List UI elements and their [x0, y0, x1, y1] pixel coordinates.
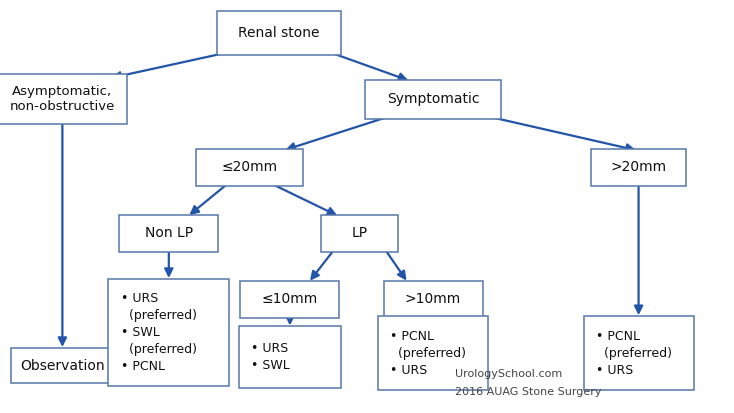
- Text: Renal stone: Renal stone: [238, 26, 320, 40]
- Text: • URS
• SWL: • URS • SWL: [251, 342, 290, 372]
- Text: Symptomatic: Symptomatic: [387, 92, 479, 106]
- FancyBboxPatch shape: [239, 326, 341, 388]
- FancyBboxPatch shape: [321, 215, 398, 252]
- Text: ≤10mm: ≤10mm: [262, 292, 318, 306]
- Text: LP: LP: [352, 226, 368, 240]
- FancyBboxPatch shape: [11, 348, 114, 383]
- Text: >10mm: >10mm: [405, 292, 461, 306]
- Text: UrologySchool.com: UrologySchool.com: [455, 369, 562, 379]
- FancyBboxPatch shape: [119, 215, 219, 252]
- Text: Non LP: Non LP: [145, 226, 193, 240]
- FancyBboxPatch shape: [591, 149, 686, 186]
- FancyBboxPatch shape: [365, 79, 501, 119]
- Text: • PCNL
  (preferred)
• URS: • PCNL (preferred) • URS: [596, 330, 672, 377]
- Text: ≤20mm: ≤20mm: [222, 160, 277, 174]
- FancyBboxPatch shape: [0, 74, 127, 124]
- FancyBboxPatch shape: [109, 279, 229, 386]
- FancyBboxPatch shape: [378, 316, 488, 390]
- Text: >20mm: >20mm: [611, 160, 666, 174]
- Text: • PCNL
  (preferred)
• URS: • PCNL (preferred) • URS: [390, 330, 467, 377]
- FancyBboxPatch shape: [383, 281, 483, 318]
- Text: 2016 AUAG Stone Surgery: 2016 AUAG Stone Surgery: [455, 387, 602, 397]
- FancyBboxPatch shape: [197, 149, 303, 186]
- FancyBboxPatch shape: [217, 11, 341, 55]
- Text: Observation: Observation: [20, 358, 105, 373]
- FancyBboxPatch shape: [584, 316, 694, 390]
- Text: Asymptomatic,
non-obstructive: Asymptomatic, non-obstructive: [10, 85, 115, 113]
- FancyBboxPatch shape: [241, 281, 339, 318]
- Text: • URS
  (preferred)
• SWL
  (preferred)
• PCNL: • URS (preferred) • SWL (preferred) • PC…: [121, 292, 197, 373]
